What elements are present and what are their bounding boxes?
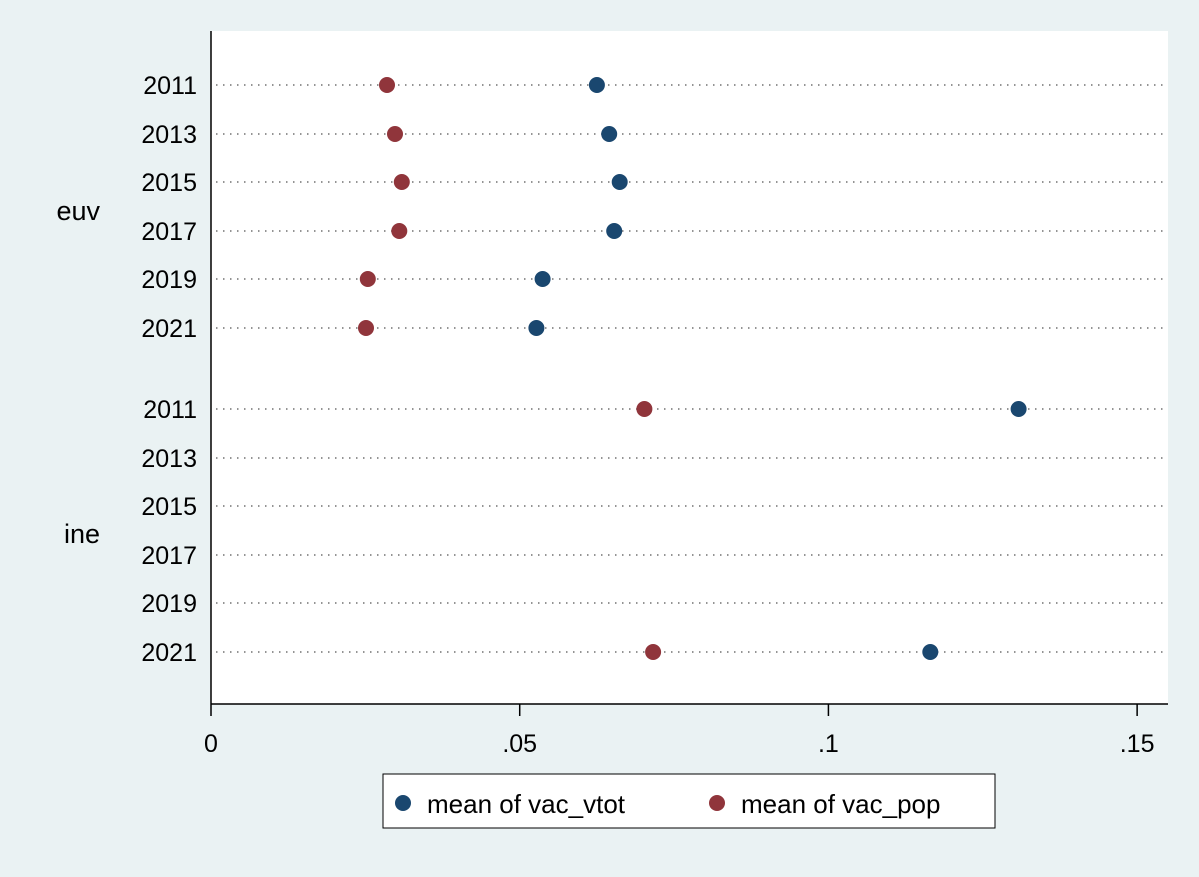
point-vac-vtot-ine-2011 <box>1010 401 1027 417</box>
point-vac-vtot-euv-2011 <box>588 77 605 93</box>
plot-area <box>211 31 1168 704</box>
category-label-euv-2019: 2019 <box>141 266 197 294</box>
point-vac-vtot-euv-2015 <box>611 174 628 190</box>
category-label-ine-2011: 2011 <box>143 396 197 424</box>
category-labels: euv 2011 2013 2015 2017 2019 2021 ine 2011 2013 20… <box>56 72 197 667</box>
x-tick-label: .05 <box>502 730 537 758</box>
data-points <box>358 77 1027 660</box>
point-vac-pop-ine-2021 <box>645 644 662 660</box>
category-label-euv-2011: 2011 <box>143 72 197 100</box>
x-tick-label: .1 <box>818 730 839 758</box>
point-vac-pop-euv-2015 <box>393 174 410 190</box>
category-label-ine-2015: 2015 <box>141 493 197 521</box>
x-tick-label: .15 <box>1120 730 1155 758</box>
point-vac-vtot-euv-2021 <box>528 320 545 336</box>
point-vac-pop-ine-2011 <box>636 401 653 417</box>
point-vac-vtot-euv-2017 <box>606 223 623 239</box>
point-vac-pop-euv-2011 <box>379 77 395 93</box>
legend-label-vac-vtot: mean of vac_vtot <box>427 789 626 819</box>
category-label-euv-2013: 2013 <box>141 121 197 149</box>
point-vac-pop-euv-2021 <box>358 320 374 336</box>
x-tick-label: 0 <box>204 730 218 758</box>
legend-label-vac-pop: mean of vac_pop <box>741 789 940 819</box>
point-vac-vtot-euv-2013 <box>601 126 618 142</box>
legend-box <box>382 773 996 829</box>
legend-marker-vac-pop <box>709 795 725 811</box>
point-vac-pop-euv-2013 <box>387 126 403 142</box>
point-vac-vtot-ine-2021 <box>922 644 939 660</box>
group-label-euv: euv <box>56 196 100 226</box>
legend: mean of vac_vtot mean of vac_pop <box>382 773 996 829</box>
category-label-ine-2021: 2021 <box>141 639 197 667</box>
group-label-ine: ine <box>64 519 100 549</box>
grid-lines <box>216 84 1168 653</box>
x-axis: 0 .05 .1 .15 <box>204 704 1155 758</box>
point-vac-pop-euv-2017 <box>391 223 408 239</box>
category-label-euv-2017: 2017 <box>141 218 197 246</box>
category-label-ine-2019: 2019 <box>141 590 197 618</box>
category-label-ine-2017: 2017 <box>141 542 197 570</box>
legend-marker-vac-vtot <box>395 795 411 811</box>
point-vac-pop-euv-2019 <box>359 271 376 287</box>
category-label-euv-2015: 2015 <box>141 169 197 197</box>
category-label-ine-2013: 2013 <box>141 445 197 473</box>
point-vac-vtot-euv-2019 <box>534 271 551 287</box>
category-label-euv-2021: 2021 <box>141 315 197 343</box>
